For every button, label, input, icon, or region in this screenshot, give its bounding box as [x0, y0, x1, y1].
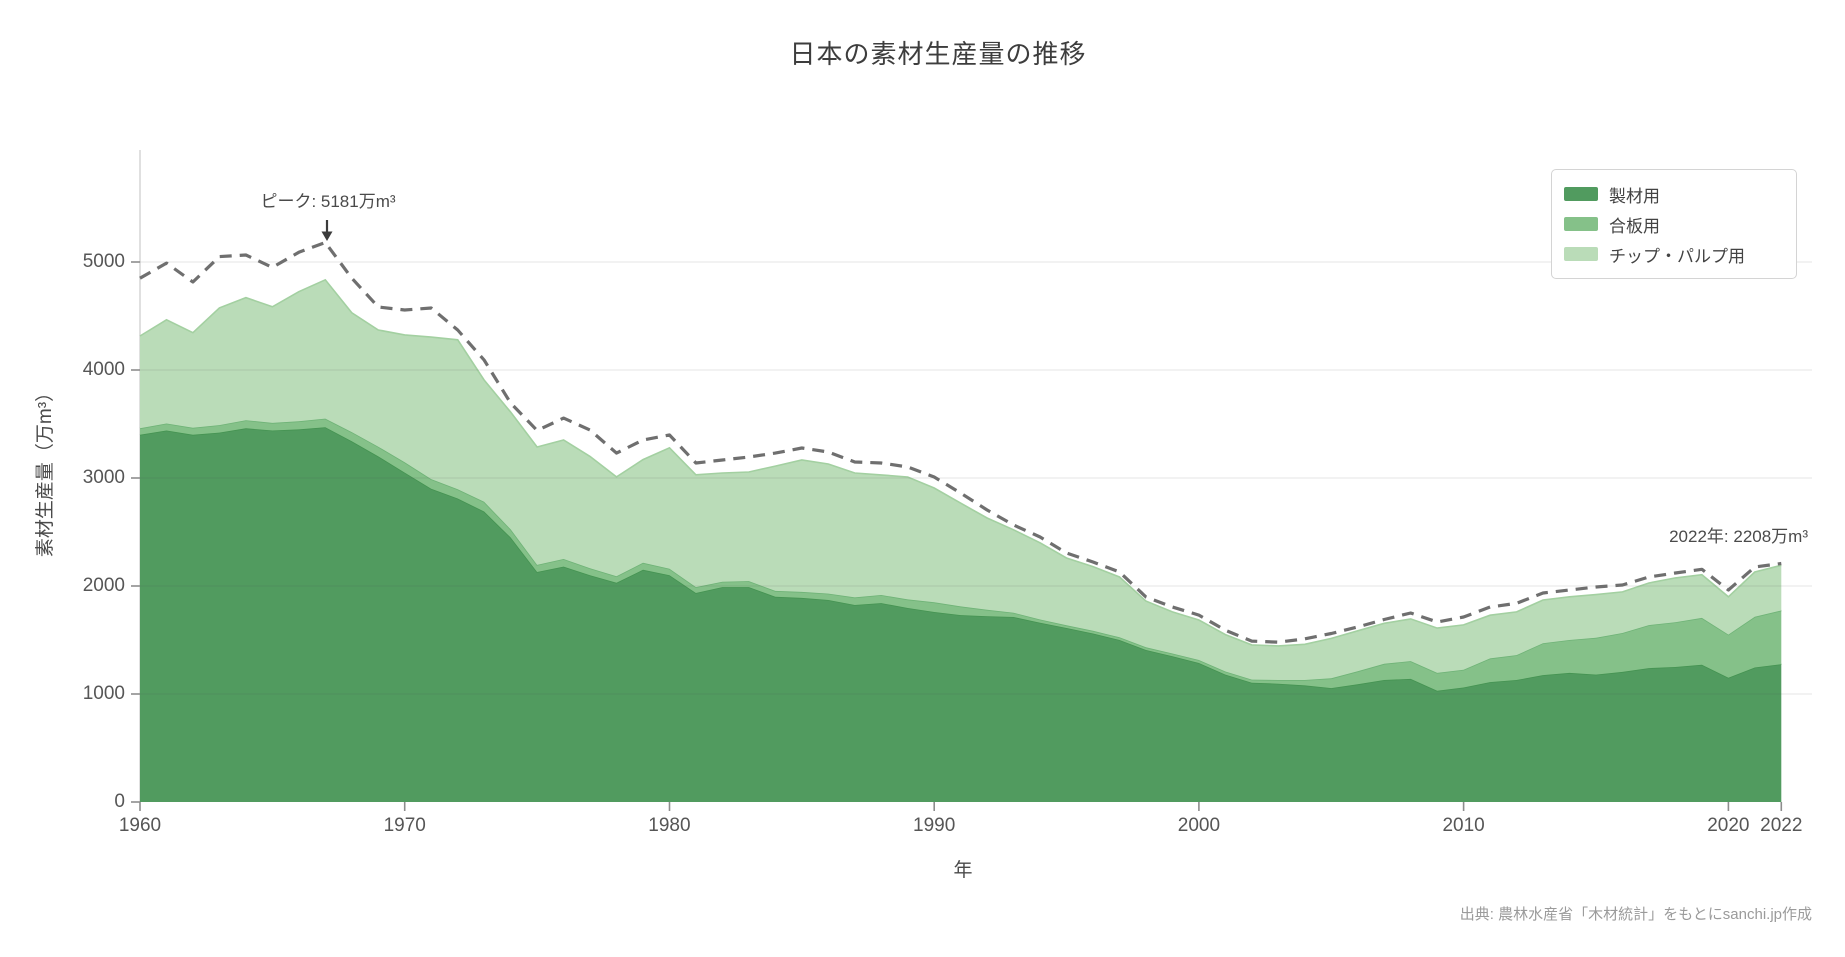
area-合板用	[140, 418, 1782, 691]
legend-label: 製材用	[1609, 186, 1660, 206]
area-チップ・パルプ用	[140, 279, 1782, 680]
area-製材用	[140, 427, 1782, 802]
peak-annotation: ピーク: 5181万m³	[260, 192, 396, 211]
legend-item-合板用: 合板用	[1564, 209, 1784, 239]
legend-item-チップ・パルプ用: チップ・パルプ用	[1564, 239, 1784, 269]
tick-marks	[131, 261, 1783, 811]
legend-swatch-icon	[1564, 217, 1598, 231]
y-tick-label: 0	[114, 791, 125, 812]
source-credit: 出典: 農林水産省「木材統計」をもとにsanchi.jp作成	[1459, 906, 1812, 923]
legend-label: チップ・パルプ用	[1609, 246, 1745, 266]
x-tick-label: 2000	[1177, 815, 1221, 836]
x-tick-label: 1960	[118, 815, 162, 836]
x-tick-label: 2010	[1442, 815, 1485, 836]
legend-swatch-icon	[1564, 187, 1598, 201]
legend: 製材用合板用チップ・パルプ用	[1551, 169, 1797, 279]
gridlines-overlay	[140, 261, 1812, 695]
x-tick-label: 2022	[1760, 815, 1803, 836]
legend-item-製材用: 製材用	[1564, 179, 1784, 209]
area-top-edge	[139, 278, 1782, 647]
y-tick-label: 4000	[82, 359, 125, 380]
x-axis-title: 年	[953, 860, 973, 881]
legend-label: 合板用	[1609, 216, 1660, 236]
x-tick-label: 1990	[913, 815, 956, 836]
y-tick-label: 5000	[82, 251, 125, 272]
latest-value-annotation: 2022年: 2208万m³	[1669, 527, 1808, 546]
legend-swatch-icon	[1564, 247, 1598, 261]
x-tick-label: 1970	[383, 815, 426, 836]
peak-arrow-icon	[321, 220, 333, 241]
page-title: 日本の素材生産量の推移	[789, 39, 1087, 69]
x-tick-label: 1980	[648, 815, 691, 836]
x-tick-label: 2020	[1707, 815, 1750, 836]
y-tick-label: 1000	[82, 683, 125, 704]
y-tick-label: 3000	[82, 467, 125, 488]
total-dashed-line	[139, 240, 1782, 644]
total-line-path	[139, 240, 1782, 644]
y-tick-label: 2000	[82, 575, 125, 596]
area-series	[139, 278, 1782, 802]
